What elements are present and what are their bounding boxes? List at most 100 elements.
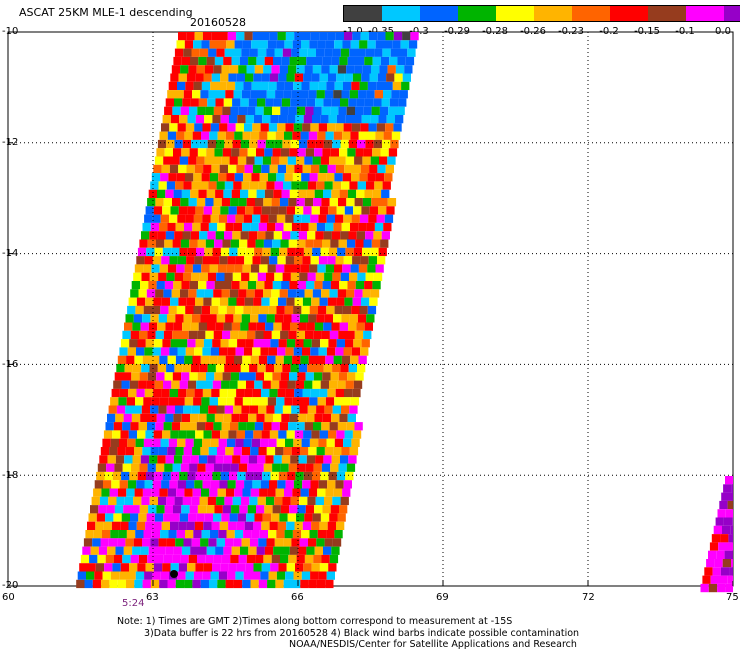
swath-cell <box>384 81 393 91</box>
swath-cell <box>397 56 406 66</box>
swath-cell <box>296 65 305 74</box>
swath-cell <box>181 505 190 514</box>
swath-cell <box>205 106 214 115</box>
swath-cell <box>291 314 300 323</box>
swath-cell <box>119 571 128 580</box>
swath-cell <box>127 571 136 580</box>
swath-cell <box>188 156 197 165</box>
swath-cell <box>190 413 199 423</box>
swath-cell <box>221 289 230 298</box>
swath-cell <box>252 388 261 398</box>
swath-cell <box>159 397 169 406</box>
swath-cell <box>247 463 256 472</box>
swath-cell <box>297 281 306 290</box>
swath-cell <box>725 509 734 518</box>
swath-cell <box>246 198 255 207</box>
swath-cell <box>220 471 229 481</box>
swath-cell <box>174 364 183 373</box>
swath-cell <box>332 48 341 57</box>
swath-cell <box>209 488 218 497</box>
swath-cell <box>254 513 263 522</box>
swath-cell <box>371 65 380 74</box>
swath-cell <box>206 148 215 157</box>
swath-cell <box>200 355 210 364</box>
swath-cell <box>76 579 85 589</box>
swath-cell <box>345 247 354 257</box>
swath-cell <box>289 413 298 423</box>
swath-cell <box>194 256 203 265</box>
swath-cell <box>194 347 203 356</box>
swath-cell <box>265 139 275 149</box>
swath-cell <box>267 131 276 140</box>
swath-cell <box>313 106 322 115</box>
swath-cell <box>106 463 115 472</box>
swath-cell <box>336 339 345 348</box>
swath-cell <box>258 314 267 323</box>
swath-cell <box>129 339 138 348</box>
swath-cell <box>279 65 288 74</box>
swath-cell <box>297 463 306 472</box>
swath-cell <box>159 131 168 140</box>
swath-cell <box>284 40 293 49</box>
swath-cell <box>319 73 328 82</box>
swath-cell <box>285 32 295 41</box>
swath-cell <box>271 198 280 207</box>
swath-cell <box>280 372 289 381</box>
swath-cell <box>233 90 242 99</box>
swath-cell <box>302 480 311 489</box>
swath-cell <box>145 521 154 530</box>
swath-cell <box>323 139 333 149</box>
swath-cell <box>208 181 217 190</box>
swath-cell <box>342 305 352 315</box>
swath-cell <box>120 430 129 439</box>
swath-cell <box>328 73 337 82</box>
swath-cell <box>147 554 156 564</box>
swath-cell <box>120 339 130 348</box>
swath-cell <box>358 355 367 364</box>
swath-cell <box>341 181 350 190</box>
swath-cell <box>160 438 169 447</box>
swath-cell <box>287 247 296 257</box>
swath-cell <box>255 372 265 381</box>
swath-cell <box>294 164 303 174</box>
swath-cell <box>252 164 262 174</box>
swath-cell <box>377 256 386 265</box>
swath-cell <box>229 247 238 257</box>
swath-cell <box>273 413 282 423</box>
swath-cell <box>310 480 319 489</box>
swath-cell <box>226 264 235 273</box>
swath-cell <box>186 32 195 41</box>
swath-cell <box>264 546 274 555</box>
swath-cell <box>167 355 176 364</box>
swath-cell <box>219 297 229 306</box>
swath-cell <box>211 256 220 265</box>
swath-cell <box>141 496 150 506</box>
swath-cell <box>150 181 159 190</box>
swath-cell <box>105 513 114 522</box>
swath-cell <box>170 297 179 306</box>
swath-cell <box>241 405 250 414</box>
x-label-60: 60 <box>2 592 15 603</box>
swath-cell <box>254 156 263 165</box>
swath-cell <box>300 264 310 273</box>
swath-cell <box>317 530 327 539</box>
swath-cell <box>160 305 169 315</box>
swath-cell <box>185 571 194 580</box>
swath-cell <box>171 380 180 389</box>
swath-cell <box>266 181 275 190</box>
swath-cell <box>328 563 337 572</box>
swath-cell <box>725 583 734 593</box>
swath-cell <box>86 571 95 580</box>
swath-cell <box>225 538 234 547</box>
swath-cell <box>218 40 227 49</box>
swath-cell <box>358 264 368 273</box>
swath-cell <box>153 297 162 306</box>
swath-cell <box>194 164 204 174</box>
swath-cell <box>314 281 323 290</box>
swath-cell <box>307 272 316 281</box>
swath-cell <box>141 364 150 373</box>
swath-cell <box>316 90 325 99</box>
swath-cell <box>198 281 207 290</box>
swath-cell <box>271 513 280 522</box>
swath-cell <box>193 214 203 223</box>
